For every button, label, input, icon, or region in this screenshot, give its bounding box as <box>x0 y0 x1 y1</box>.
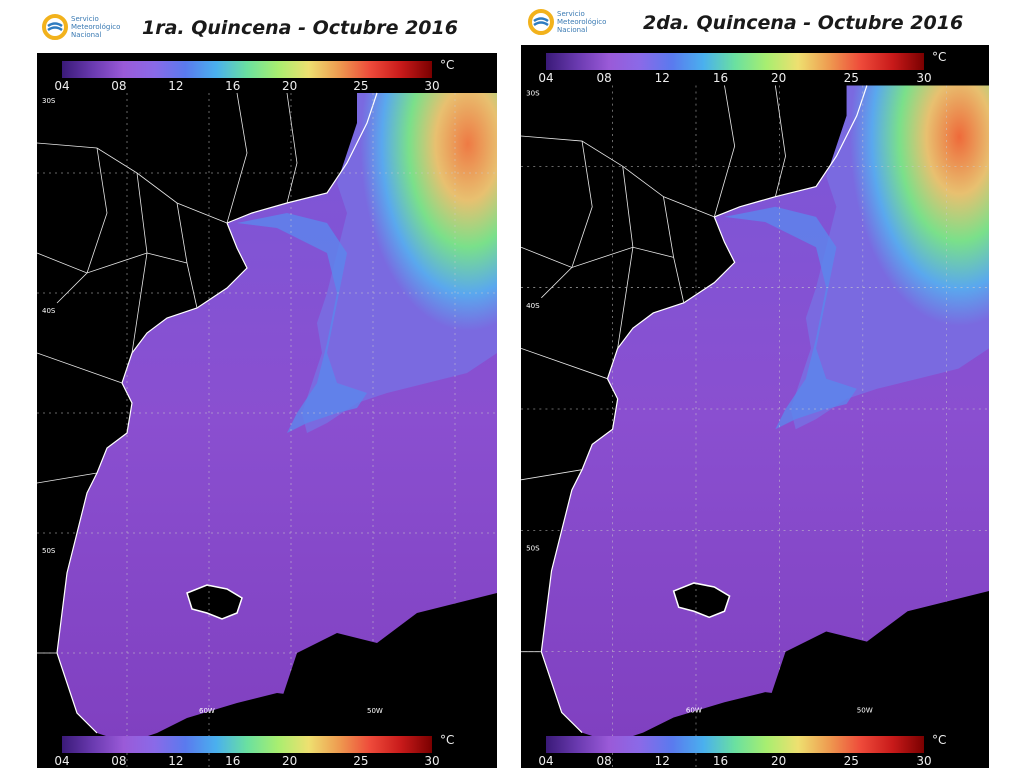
province-border <box>521 246 674 268</box>
colorbar-tick: 04 <box>538 71 554 85</box>
longitude-label: 50W <box>857 705 873 714</box>
colorbar-tick: 16 <box>225 79 241 93</box>
longitude-label: 60W <box>686 705 702 714</box>
panel-title: 1ra. Quincena - Octubre 2016 <box>142 17 458 39</box>
colorbar-tick: 25 <box>353 79 369 93</box>
colorbar-tick: 20 <box>770 71 787 85</box>
panel-second-half: Servicio Meteorológico Nacional 2da. Qui… <box>512 0 1024 768</box>
colorbar-unit: °C <box>932 50 947 64</box>
colorbar-tick: 08 <box>596 754 612 768</box>
sst-map-svg: 30S 40S 50S 60W 50W <box>37 53 497 768</box>
province-border <box>541 141 593 299</box>
island-outline <box>186 584 243 620</box>
colorbar-tick: 30 <box>916 754 932 768</box>
colorbar-tick: 12 <box>168 79 184 93</box>
colorbar-tick: 20 <box>282 754 298 768</box>
colorbar-tick: 25 <box>843 71 859 85</box>
province-border <box>521 347 608 380</box>
colorbar-tick: 04 <box>54 79 70 93</box>
colorbar-gradient <box>546 736 924 753</box>
latitude-label: 40S <box>42 307 56 315</box>
colorbar: °C 04 08 12 16 20 25 30 <box>521 50 989 85</box>
colorbar-tick: 30 <box>916 71 932 85</box>
colorbar-tick: 20 <box>770 754 787 768</box>
latitude-label: 40S <box>526 301 540 310</box>
colorbar-gradient <box>62 61 432 78</box>
no-data-area <box>237 593 497 768</box>
logo-line-3: Nacional <box>71 31 102 39</box>
longitude-label: 60W <box>199 707 215 715</box>
province-border <box>56 147 108 304</box>
smn-logo-icon <box>528 9 554 35</box>
colorbar-tick: 08 <box>111 754 127 768</box>
no-data-area <box>724 591 989 768</box>
latitude-label: 30S <box>526 89 540 98</box>
logo-line-2: Meteorológico <box>71 23 121 31</box>
province-border <box>521 469 583 481</box>
panel-title: 2da. Quincena - Octubre 2016 <box>643 12 964 34</box>
colorbar-tick: 12 <box>654 754 670 768</box>
latitude-label: 50S <box>526 544 540 553</box>
logo-line-3: Nacional <box>557 26 588 34</box>
colorbar-tick: 25 <box>353 754 369 768</box>
colorbar: °C 04 08 12 16 20 25 30 <box>37 733 497 768</box>
coastline-north <box>714 85 868 218</box>
longitude-label: 50W <box>367 707 383 715</box>
coastline-north <box>226 92 378 224</box>
colorbar-tick: 04 <box>538 754 554 768</box>
logo-line-1: Servicio <box>557 10 585 18</box>
colorbar-tick: 16 <box>712 754 729 768</box>
colorbar-tick: 30 <box>424 754 440 768</box>
coastline-south <box>56 222 248 734</box>
colorbar-gradient <box>62 736 432 753</box>
colorbar: °C 04 08 12 16 20 25 30 <box>37 58 497 93</box>
sst-map: 30S 40S 50S 60W 50W °C 04 08 12 16 20 25 30 °C 04 08 12 1… <box>37 53 497 768</box>
colorbar-tick: 30 <box>424 79 440 93</box>
province-border <box>521 135 715 218</box>
warm-current-area <box>790 85 989 430</box>
panel-first-half: Servicio Meteorológico Nacional 1ra. Qui… <box>37 14 497 768</box>
river-plume <box>724 206 857 430</box>
smn-logo-icon <box>42 14 68 40</box>
coastline-south <box>540 216 736 734</box>
sst-map: 30S 40S 50S 60W 50W °C 04 08 12 16 20 25 30 °C 04 08 12 1… <box>521 45 989 768</box>
logo-line-1: Servicio <box>71 15 99 23</box>
colorbar-gradient <box>546 53 924 70</box>
colorbar-tick: 20 <box>282 79 298 93</box>
colorbar-tick: 16 <box>712 71 729 85</box>
river-plume <box>237 213 367 433</box>
colorbar-tick: 25 <box>843 754 859 768</box>
province-border <box>37 352 123 384</box>
colorbar: °C 04 08 12 16 20 25 30 <box>521 733 989 768</box>
colorbar-unit: °C <box>932 733 947 747</box>
latitude-label: 30S <box>42 97 56 105</box>
colorbar-tick: 16 <box>225 754 241 768</box>
colorbar-tick: 12 <box>654 71 670 85</box>
province-border <box>774 85 786 197</box>
colorbar-tick: 08 <box>111 79 127 93</box>
smn-logo: Servicio Meteorológico Nacional <box>528 9 606 35</box>
colorbar-unit: °C <box>440 58 455 72</box>
latitude-label: 50S <box>42 547 56 555</box>
province-border <box>37 252 188 274</box>
province-border <box>286 92 298 204</box>
colorbar-tick: 08 <box>596 71 612 85</box>
colorbar-unit: °C <box>440 733 455 747</box>
logo-line-2: Meteorológico <box>557 18 607 26</box>
warm-current-area <box>302 93 497 433</box>
sst-map-svg: 30S 40S 50S 60W 50W <box>521 45 989 768</box>
island-outline <box>672 582 731 619</box>
province-border <box>713 85 736 218</box>
province-border <box>37 472 98 484</box>
colorbar-tick: 12 <box>168 754 184 768</box>
province-border <box>226 92 248 224</box>
smn-logo: Servicio Meteorológico Nacional <box>42 14 120 40</box>
colorbar-tick: 04 <box>54 754 70 768</box>
